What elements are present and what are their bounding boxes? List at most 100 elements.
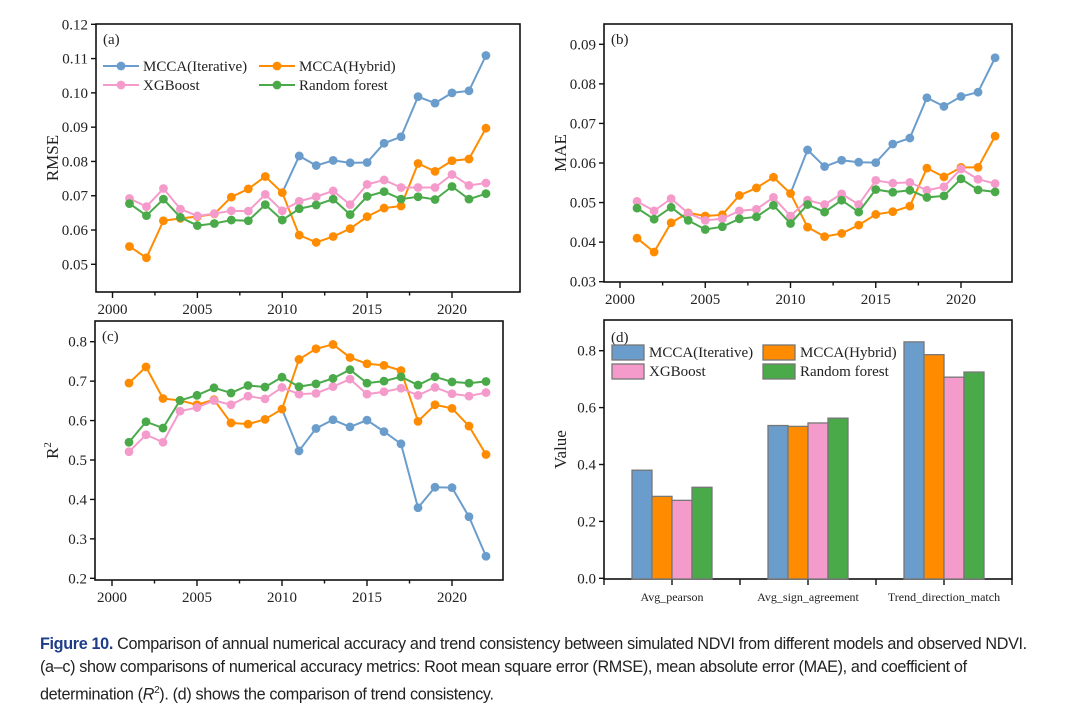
data-point <box>905 133 915 143</box>
data-point <box>124 378 134 388</box>
data-point <box>294 204 304 214</box>
series-mcca-iterative <box>281 51 491 194</box>
data-point <box>141 362 151 372</box>
data-point <box>939 191 949 201</box>
data-point <box>430 195 440 204</box>
series-line <box>789 57 996 194</box>
legend-item: XGBoost <box>611 363 707 380</box>
data-point <box>413 92 423 102</box>
data-point <box>888 139 898 149</box>
data-point <box>769 200 778 210</box>
data-point <box>159 184 168 193</box>
y-axis-label: Value <box>551 430 570 469</box>
data-point <box>481 450 491 459</box>
y-tick-label: 0.11 <box>62 52 88 68</box>
data-point <box>649 214 659 224</box>
legend-label: MCCA(Iterative) <box>143 59 247 75</box>
y-tick-label: 0.12 <box>62 17 88 33</box>
series-line <box>128 185 487 227</box>
data-point <box>464 154 474 164</box>
data-point <box>430 98 440 108</box>
data-point <box>734 191 744 200</box>
data-point <box>464 194 474 204</box>
data-point <box>311 344 321 354</box>
legend-label: MCCA(Hybrid) <box>800 345 897 361</box>
legend-label: XGBoost <box>143 78 201 94</box>
data-point <box>226 418 236 428</box>
data-point <box>786 219 795 228</box>
data-point <box>888 207 898 217</box>
data-point <box>854 200 864 209</box>
data-point <box>413 183 423 192</box>
plot-frame <box>94 320 504 581</box>
data-point <box>854 220 864 230</box>
caption-r-symbol: R <box>142 685 155 704</box>
legend-swatch <box>762 344 796 361</box>
data-point <box>803 222 812 232</box>
data-point <box>481 551 491 561</box>
x-tick-label: Avg_sign_agreement <box>757 590 859 604</box>
bar-random-forest <box>827 417 849 580</box>
data-point <box>362 415 372 425</box>
data-point <box>176 212 185 222</box>
y-tick-label: 0.07 <box>62 189 89 205</box>
data-point <box>311 237 321 247</box>
data-point <box>871 210 881 219</box>
x-tick-label: 2010 <box>267 590 297 606</box>
legend-label: MCCA(Iterative) <box>649 345 753 361</box>
panel-label: (c) <box>102 329 119 345</box>
x-tick-label: 2010 <box>267 302 297 318</box>
figure-canvas: 0.05 0.06 0.07 0.08 0.09 0.10 0.11 0.12 RMSE (a) 2… <box>42 17 1013 606</box>
y-tick-label: 0.3 <box>68 532 87 548</box>
data-point <box>447 403 457 413</box>
data-point <box>328 194 338 204</box>
y-tick-label: 0.05 <box>570 196 596 212</box>
data-point <box>311 424 321 433</box>
data-point <box>752 183 761 193</box>
data-point <box>379 138 389 148</box>
data-point <box>158 437 168 447</box>
data-point <box>345 374 355 384</box>
data-point <box>311 200 321 210</box>
data-point <box>666 194 676 204</box>
figure-caption: Figure 10. Comparison of annual numerica… <box>40 633 1050 706</box>
series-line <box>128 377 487 453</box>
data-point <box>328 340 338 349</box>
bar-xgboost <box>671 499 693 580</box>
data-point <box>396 201 406 211</box>
y-axis-label: R2 <box>42 442 62 459</box>
data-point <box>956 92 966 101</box>
data-point <box>362 158 372 167</box>
data-point <box>413 380 423 390</box>
data-point <box>649 247 659 257</box>
data-point <box>362 359 372 369</box>
data-point <box>345 353 355 362</box>
data-point <box>871 176 881 185</box>
panel-b: 0.03 0.04 0.05 0.06 0.07 0.08 0.09 MAE (b) 2000 20… <box>551 23 1013 308</box>
data-point <box>396 183 406 192</box>
data-point <box>158 423 168 433</box>
panel-label: (a) <box>103 32 120 48</box>
y-tick-label: 0.06 <box>62 223 89 239</box>
x-tick-label: Trend_direction_match <box>888 590 1000 604</box>
data-point <box>328 232 338 241</box>
data-point <box>243 381 253 390</box>
data-point <box>226 400 236 410</box>
data-point <box>192 390 202 400</box>
legend-label: Random forest <box>299 78 389 94</box>
data-point <box>837 155 847 165</box>
data-point <box>430 166 440 176</box>
data-point <box>362 212 372 222</box>
data-point <box>209 396 219 405</box>
y-tick-label: 0.09 <box>62 120 88 136</box>
data-point <box>786 189 795 198</box>
y-axis-label: RMSE <box>43 135 62 181</box>
data-point <box>956 164 966 174</box>
data-point <box>430 372 440 382</box>
data-point <box>837 195 847 205</box>
data-point <box>871 185 881 194</box>
legend-item: XGBoost <box>103 78 201 94</box>
data-point <box>379 360 389 370</box>
data-point <box>124 437 134 447</box>
data-point <box>396 194 406 204</box>
